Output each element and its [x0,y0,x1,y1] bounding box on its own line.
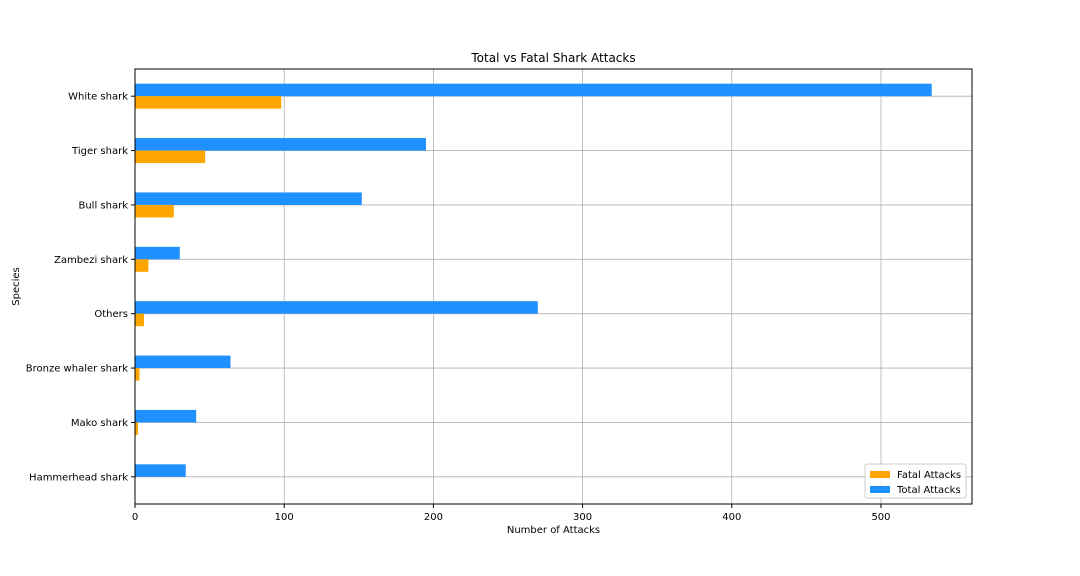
legend-label: Fatal Attacks [897,470,961,481]
y-tick-label: Bronze whaler shark [26,364,128,375]
bar-total [135,246,180,260]
plot-frame [134,68,973,505]
bar-fatal [135,422,138,435]
bars [135,83,932,477]
bar-total [135,464,186,477]
legend-label: Total Attacks [896,485,961,496]
legend-swatch [870,471,890,478]
bar-fatal [135,313,144,327]
bar-total [135,409,197,423]
y-tick-label: White shark [68,92,128,103]
bar-total [135,138,426,151]
legend-box [864,463,967,499]
bar-total [135,355,231,369]
bar-total [135,192,362,205]
x-tick-label: 300 [573,512,592,523]
bar-fatal [135,96,282,109]
grid-lines [134,69,972,504]
bar-fatal [135,259,149,272]
x-axis: 0 100 200 300 400 500 [132,504,891,523]
x-tick-label: 0 [132,512,138,523]
y-axis-label: Species [11,267,22,306]
x-tick-label: 400 [722,512,741,523]
bar-fatal [135,368,140,381]
x-tick-label: 100 [275,512,294,523]
y-tick-label: Hammerhead shark [29,472,128,483]
y-tick-label: Zambezi shark [54,255,128,266]
x-axis-label: Number of Attacks [507,525,600,536]
y-tick-label: Bull shark [78,200,128,211]
x-tick-label: 500 [871,512,890,523]
y-tick-label: Others [94,309,128,320]
bar-fatal [135,150,206,164]
x-tick-label: 200 [424,512,443,523]
legend: Fatal Attacks Total Attacks [864,463,967,499]
bar-total [135,83,932,97]
chart-title: Total vs Fatal Shark Attacks [470,51,635,65]
bar-fatal [135,204,174,218]
legend-swatch [870,486,890,493]
y-tick-label: Mako shark [71,418,128,429]
bar-total [135,301,538,314]
y-tick-label: Tiger shark [71,146,128,157]
y-axis: White shark Tiger shark Bull shark Zambezi … [26,92,135,483]
